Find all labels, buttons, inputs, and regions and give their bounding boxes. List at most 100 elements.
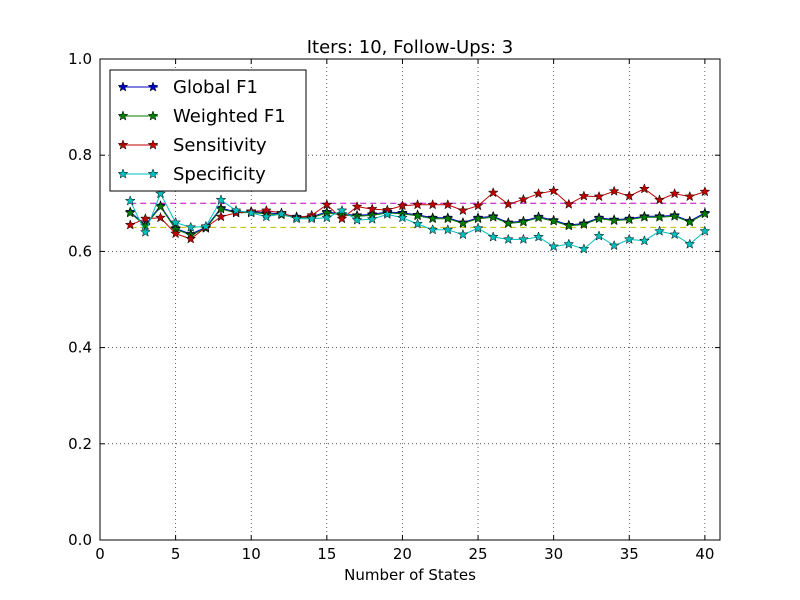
data-point: [139, 226, 151, 237]
data-point: [517, 216, 529, 227]
x-tick-label: 35: [620, 545, 639, 563]
data-point: [336, 212, 348, 224]
data-point: [472, 222, 484, 233]
data-point: [608, 239, 620, 251]
data-point: [502, 233, 514, 244]
data-point: [185, 221, 197, 232]
legend-label: Global F1: [173, 77, 258, 98]
data-point: [185, 233, 197, 244]
data-point: [396, 199, 408, 211]
data-point: [139, 212, 151, 224]
data-point: [351, 200, 363, 212]
data-point: [563, 220, 575, 231]
data-point: [170, 227, 182, 239]
x-tick-label: 5: [171, 545, 181, 563]
data-point: [638, 183, 650, 194]
data-point: [654, 211, 665, 222]
data-point: [200, 220, 212, 232]
data-point: [306, 212, 318, 224]
data-point: [230, 204, 242, 216]
legend: Global F1 Weighted F1 Sensitivity Specifici…: [109, 69, 307, 192]
data-point: [654, 225, 665, 236]
data-point: [442, 212, 454, 224]
legend-marker: [147, 139, 159, 150]
data-point: [457, 217, 469, 229]
data-point: [215, 194, 227, 205]
x-tick-label: 15: [317, 545, 336, 563]
data-point: [124, 207, 136, 218]
data-point: [669, 187, 681, 199]
data-point: [442, 224, 454, 235]
data-point: [623, 233, 635, 244]
data-point: [427, 212, 439, 224]
y-tick-label: 0.8: [68, 146, 92, 164]
data-point: [533, 212, 544, 223]
y-tick-label: 0.4: [68, 339, 92, 357]
data-point: [366, 203, 378, 214]
data-point: [291, 212, 303, 224]
data-point: [397, 212, 408, 223]
chart-title: Iters: 10, Follow-Ups: 3: [307, 37, 514, 58]
data-point: [245, 207, 257, 218]
x-tick-label: 10: [242, 545, 261, 563]
x-tick-label: 30: [544, 545, 563, 563]
legend-marker: [117, 81, 129, 92]
data-point: [533, 187, 544, 199]
data-point: [593, 212, 605, 224]
data-point: [517, 233, 529, 244]
legend-marker: [147, 168, 159, 179]
data-point: [457, 228, 469, 240]
legend-marker: [117, 139, 129, 150]
legend-marker: [147, 110, 159, 121]
data-point: [623, 213, 635, 225]
data-point: [638, 235, 650, 246]
data-point: [155, 200, 166, 212]
legend-label: Weighted F1: [173, 106, 286, 127]
data-point: [578, 218, 590, 230]
data-point: [260, 211, 272, 222]
data-point: [578, 243, 590, 254]
data-point: [427, 199, 439, 210]
data-point: [593, 230, 605, 241]
data-point: [215, 211, 227, 222]
data-point: [684, 238, 696, 249]
data-point: [517, 193, 529, 205]
data-point: [578, 190, 590, 201]
data-point: [638, 211, 650, 222]
data-point: [684, 190, 696, 202]
data-point: [563, 198, 575, 209]
x-tick-label: 20: [393, 545, 412, 563]
legend-marker: [147, 81, 159, 92]
legend-label: Sensitivity: [173, 135, 267, 156]
data-point: [427, 224, 439, 235]
plot-frame: [99, 58, 721, 541]
data-point: [412, 210, 424, 221]
data-point: [563, 238, 575, 249]
data-point: [351, 214, 363, 225]
data-point: [472, 212, 484, 224]
data-point: [412, 218, 423, 229]
data-point: [548, 215, 560, 226]
legend-box: [109, 69, 307, 192]
series-layer: [124, 183, 711, 254]
legend-label: Specificity: [173, 164, 266, 185]
data-point: [699, 186, 711, 197]
data-point: [548, 185, 560, 196]
legend-marker: [117, 110, 129, 121]
data-point: [472, 199, 484, 211]
axis-ticks: 0 5 10 15 20 25 30 35 40 0.0 0.2 0.4 0.6 0.8 1.0: [68, 50, 720, 563]
series-4: [124, 187, 711, 254]
data-point: [608, 185, 620, 196]
y-tick-label: 0.0: [68, 531, 92, 549]
x-tick-label: 0: [95, 545, 105, 563]
data-point: [155, 212, 166, 223]
x-tick-label: 40: [695, 545, 714, 563]
data-point: [124, 219, 136, 230]
data-point: [502, 217, 514, 229]
data-point: [276, 208, 287, 219]
data-point: [336, 204, 348, 216]
data-point: [593, 190, 605, 202]
legend-marker: [117, 168, 129, 179]
data-point: [321, 199, 333, 210]
